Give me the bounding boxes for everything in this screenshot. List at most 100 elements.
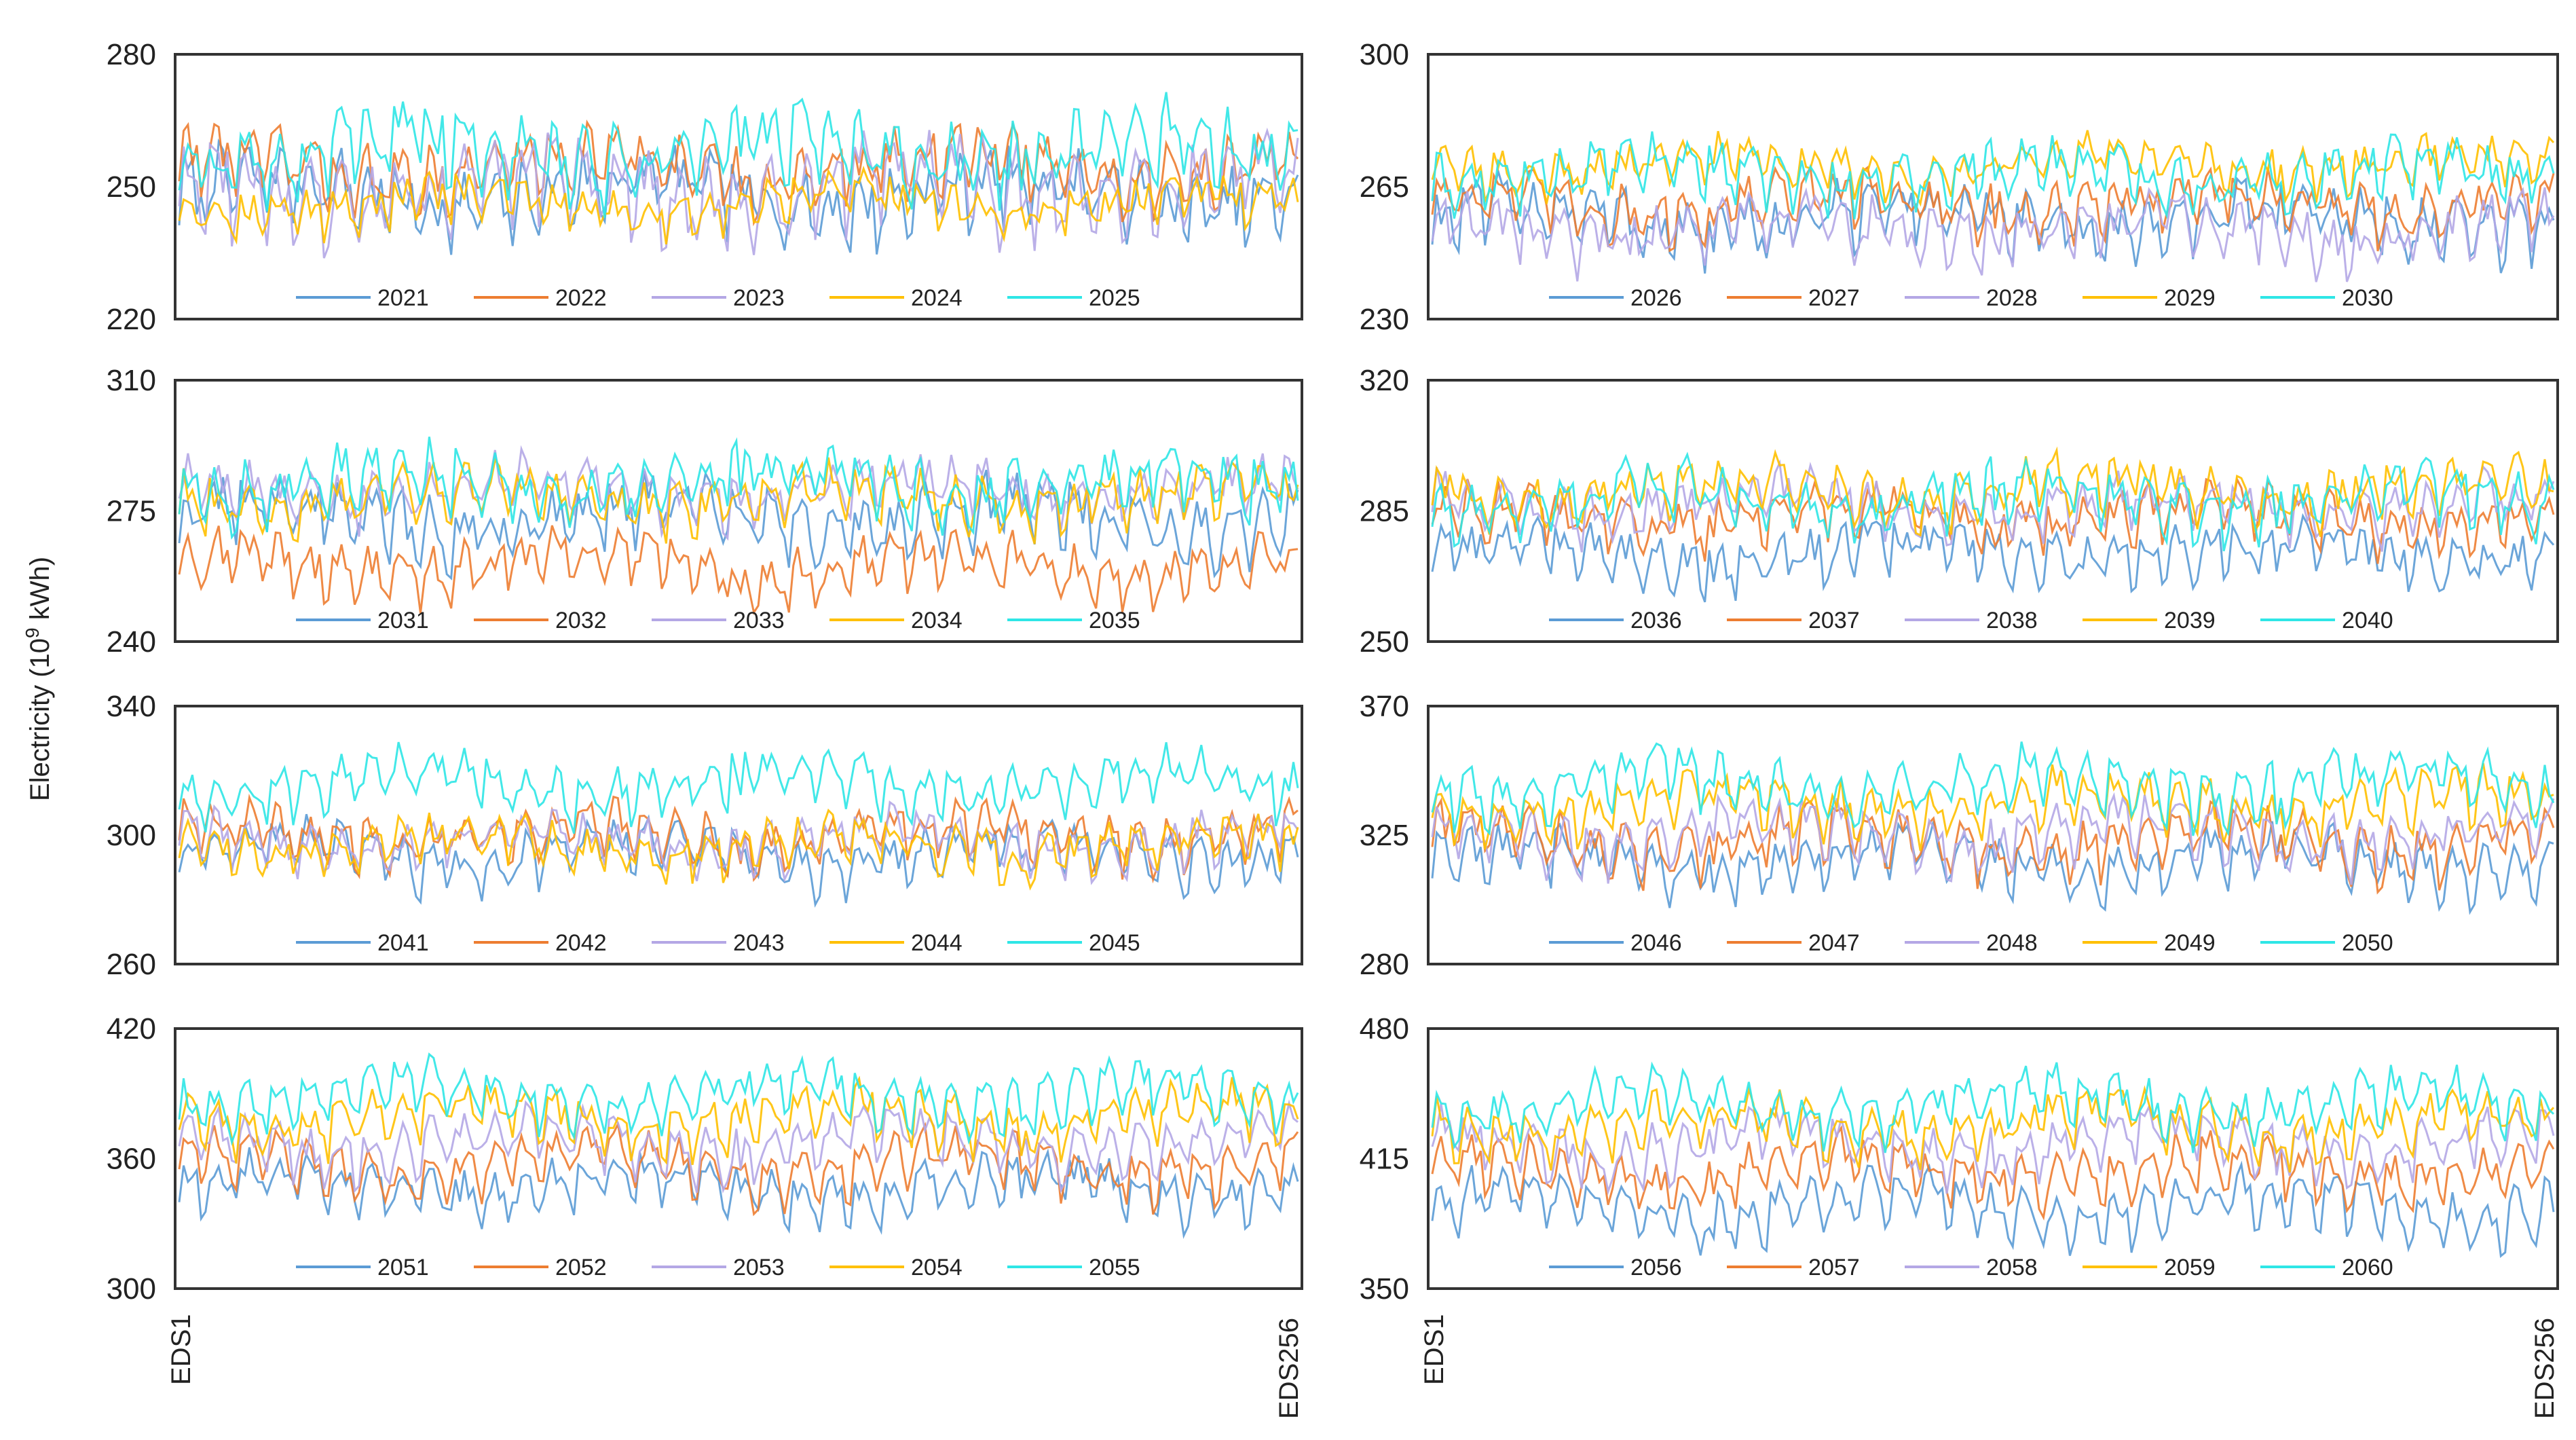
series-line-2054 bbox=[178, 1075, 1299, 1165]
legend-label-2053: 2053 bbox=[733, 1255, 785, 1280]
panel-2: 300 265 230 2026 2027 2028 2029 2030 bbox=[1360, 38, 2559, 336]
legend-label-2027: 2027 bbox=[1808, 285, 1860, 311]
panel-8-frame bbox=[1427, 1027, 2559, 1290]
legend-label-2037: 2037 bbox=[1808, 608, 1860, 633]
legend-label-2060: 2060 bbox=[2342, 1255, 2393, 1280]
series-line-2036 bbox=[1431, 513, 2555, 603]
legend-label-2046: 2046 bbox=[1630, 930, 1682, 956]
series-line-2030 bbox=[1431, 131, 2555, 220]
panel-1-ytick: 220 bbox=[107, 303, 156, 336]
panel-3-lines bbox=[178, 437, 1299, 615]
series-line-2045 bbox=[178, 741, 1299, 834]
panel-1-legend: 2021 2022 2023 2024 2025 bbox=[296, 285, 1140, 311]
series-line-2059 bbox=[1431, 1085, 2555, 1173]
series-line-2048 bbox=[1431, 792, 2555, 885]
panel-6-legend: 2046 2047 2048 2049 2050 bbox=[1549, 930, 2393, 956]
series-line-2053 bbox=[178, 1099, 1299, 1194]
panel-3-ytick: 275 bbox=[107, 495, 156, 528]
y-axis-label: Electricity (109 kWh) bbox=[22, 557, 56, 801]
series-line-2060 bbox=[1431, 1061, 2555, 1153]
legend-label-2045: 2045 bbox=[1089, 930, 1140, 956]
series-line-2040 bbox=[1431, 451, 2555, 552]
series-line-2042 bbox=[178, 793, 1299, 884]
panel-2-frame bbox=[1427, 53, 2559, 320]
panel-4-frame bbox=[1427, 379, 2559, 643]
legend-label-2050: 2050 bbox=[2342, 930, 2393, 956]
panel-7-frame bbox=[174, 1027, 1303, 1290]
legend-label-2042: 2042 bbox=[555, 930, 607, 956]
legend-label-2044: 2044 bbox=[911, 930, 963, 956]
panel-1-lines bbox=[178, 92, 1299, 259]
series-line-2023 bbox=[178, 127, 1299, 259]
legend-label-2058: 2058 bbox=[1986, 1255, 2038, 1280]
panel-3-ytick: 240 bbox=[107, 625, 156, 659]
panel-4-ytick: 320 bbox=[1360, 364, 1409, 397]
series-line-2043 bbox=[178, 800, 1299, 885]
panel-8-ytick: 480 bbox=[1360, 1012, 1409, 1046]
panel-7-ytick: 300 bbox=[107, 1272, 156, 1306]
panel-4-lines bbox=[1431, 446, 2555, 603]
panel-5-ytick: 300 bbox=[107, 819, 156, 852]
legend-label-2056: 2056 bbox=[1630, 1255, 1682, 1280]
series-line-2056 bbox=[1431, 1160, 2555, 1258]
panel-6-ytick: 280 bbox=[1360, 948, 1409, 981]
legend-label-2030: 2030 bbox=[2342, 285, 2393, 311]
panel-8: 480 415 350 2056 2057 2058 2059 2060 bbox=[1360, 1012, 2559, 1306]
legend-label-2038: 2038 bbox=[1986, 608, 2038, 633]
legend-label-2031: 2031 bbox=[377, 608, 429, 633]
x-end-label-left: EDS256 bbox=[1274, 1318, 1304, 1419]
panel-2-ytick: 300 bbox=[1360, 38, 1409, 71]
panel-3-frame bbox=[174, 379, 1303, 643]
panel-8-lines bbox=[1431, 1061, 2555, 1258]
legend-label-2043: 2043 bbox=[733, 930, 785, 956]
legend-label-2034: 2034 bbox=[911, 608, 963, 633]
legend-label-2026: 2026 bbox=[1630, 285, 1682, 311]
panel-6-lines bbox=[1431, 741, 2555, 915]
legend-label-2047: 2047 bbox=[1808, 930, 1860, 956]
panel-8-ytick: 415 bbox=[1360, 1143, 1409, 1176]
legend-label-2048: 2048 bbox=[1986, 930, 2038, 956]
panel-2-ytick: 265 bbox=[1360, 170, 1409, 204]
series-line-2037 bbox=[1431, 476, 2555, 564]
legend-label-2057: 2057 bbox=[1808, 1255, 1860, 1280]
panel-6-ytick: 370 bbox=[1360, 690, 1409, 723]
panel-2-ytick: 230 bbox=[1360, 303, 1409, 336]
legend-label-2039: 2039 bbox=[2164, 608, 2216, 633]
panel-7-ytick: 420 bbox=[107, 1012, 156, 1046]
y-axis-label-exponent: 9 bbox=[22, 627, 43, 638]
panel-2-lines bbox=[1431, 130, 2555, 282]
legend-label-2055: 2055 bbox=[1089, 1255, 1140, 1280]
series-line-2044 bbox=[178, 808, 1299, 891]
legend-label-2054: 2054 bbox=[911, 1255, 963, 1280]
panel-1-ytick: 280 bbox=[107, 38, 156, 71]
panel-5-lines bbox=[178, 741, 1299, 908]
panel-5: 340 300 260 2041 2042 2043 2044 2045 bbox=[107, 690, 1303, 981]
y-axis-label-prefix: Electricity (10 bbox=[25, 638, 55, 801]
series-line-2027 bbox=[1431, 164, 2555, 253]
series-line-2025 bbox=[178, 92, 1299, 219]
legend-label-2022: 2022 bbox=[555, 285, 607, 311]
legend-label-2040: 2040 bbox=[2342, 608, 2393, 633]
series-line-2058 bbox=[1431, 1103, 2555, 1196]
series-line-2034 bbox=[178, 457, 1299, 544]
panel-4-ytick: 285 bbox=[1360, 495, 1409, 528]
legend-label-2024: 2024 bbox=[911, 285, 963, 311]
panel-8-legend: 2056 2057 2058 2059 2060 bbox=[1549, 1255, 2393, 1280]
legend-label-2028: 2028 bbox=[1986, 285, 2038, 311]
series-line-2055 bbox=[178, 1052, 1299, 1146]
legend-label-2025: 2025 bbox=[1089, 285, 1140, 311]
panel-1: 280 250 220 2021 2022 2023 2024 2025 bbox=[107, 38, 1303, 336]
x-start-label-left: EDS1 bbox=[166, 1314, 196, 1386]
legend-label-2051: 2051 bbox=[377, 1255, 429, 1280]
panel-1-ytick: 250 bbox=[107, 170, 156, 204]
legend-label-2059: 2059 bbox=[2164, 1255, 2216, 1280]
legend-label-2052: 2052 bbox=[555, 1255, 607, 1280]
series-line-2028 bbox=[1431, 187, 2555, 282]
panel-7-ytick: 360 bbox=[107, 1143, 156, 1176]
series-line-2031 bbox=[178, 469, 1299, 580]
svg-text:Electricity (109 kWh): Electricity (109 kWh) bbox=[22, 557, 56, 801]
panel-6: 370 325 280 2046 2047 2048 2049 2050 bbox=[1360, 690, 2559, 981]
panel-6-ytick: 325 bbox=[1360, 819, 1409, 852]
panel-7-lines bbox=[178, 1052, 1299, 1239]
